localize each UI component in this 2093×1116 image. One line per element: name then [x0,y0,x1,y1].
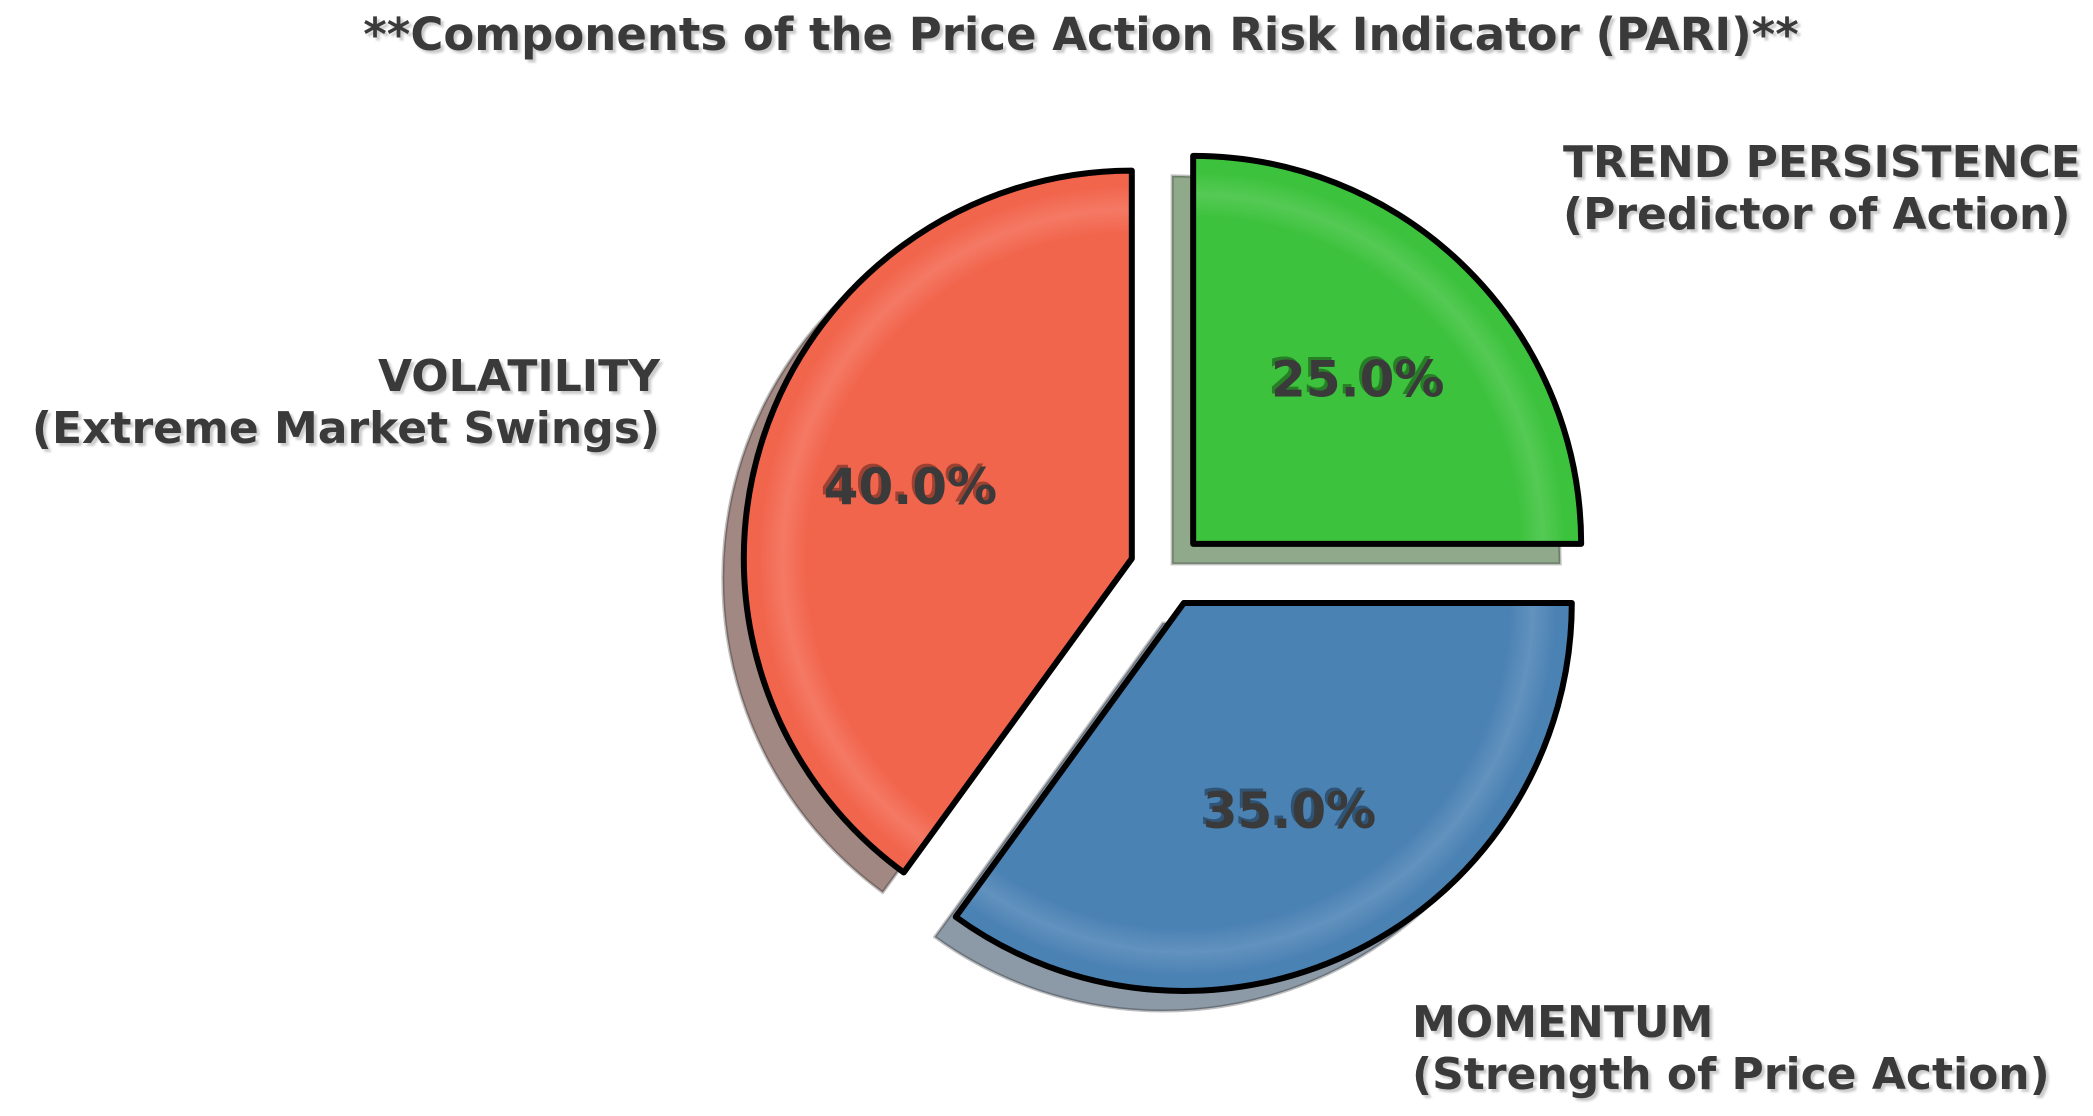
slice-pct-shadow-trend-persistence: 25.0% [1268,348,1441,406]
label-trend-persistence: TREND PERSISTENCE (Predictor of Action) [1563,137,2081,241]
label-momentum-line1: MOMENTUM [1412,997,1714,1048]
slice-pct-shadow-volatility: 40.0% [821,455,994,513]
label-trend-persistence-line2: (Predictor of Action) [1563,189,2071,240]
slice-pct-label-trend-persistence: 25.0% [1271,351,1444,409]
chart-title: **Components of the Price Action Risk In… [363,8,1799,61]
label-momentum: MOMENTUM (Strength of Price Action) [1412,997,2050,1101]
slice-volatility [740,167,1135,876]
slice-trend-persistence [1190,152,1585,547]
slice-momentum [952,599,1575,994]
slice-pct-shadow-momentum: 35.0% [1200,779,1373,837]
label-momentum-line2: (Strength of Price Action) [1412,1049,2050,1100]
label-trend-persistence-line1: TREND PERSISTENCE [1563,137,2081,188]
label-volatility: VOLATILITY (Extreme Market Swings) [32,351,660,455]
label-volatility-line1: VOLATILITY [377,351,660,402]
label-volatility-line2: (Extreme Market Swings) [31,403,660,454]
slice-pct-label-momentum: 35.0% [1203,782,1376,840]
slice-pct-label-volatility: 40.0% [824,458,997,516]
